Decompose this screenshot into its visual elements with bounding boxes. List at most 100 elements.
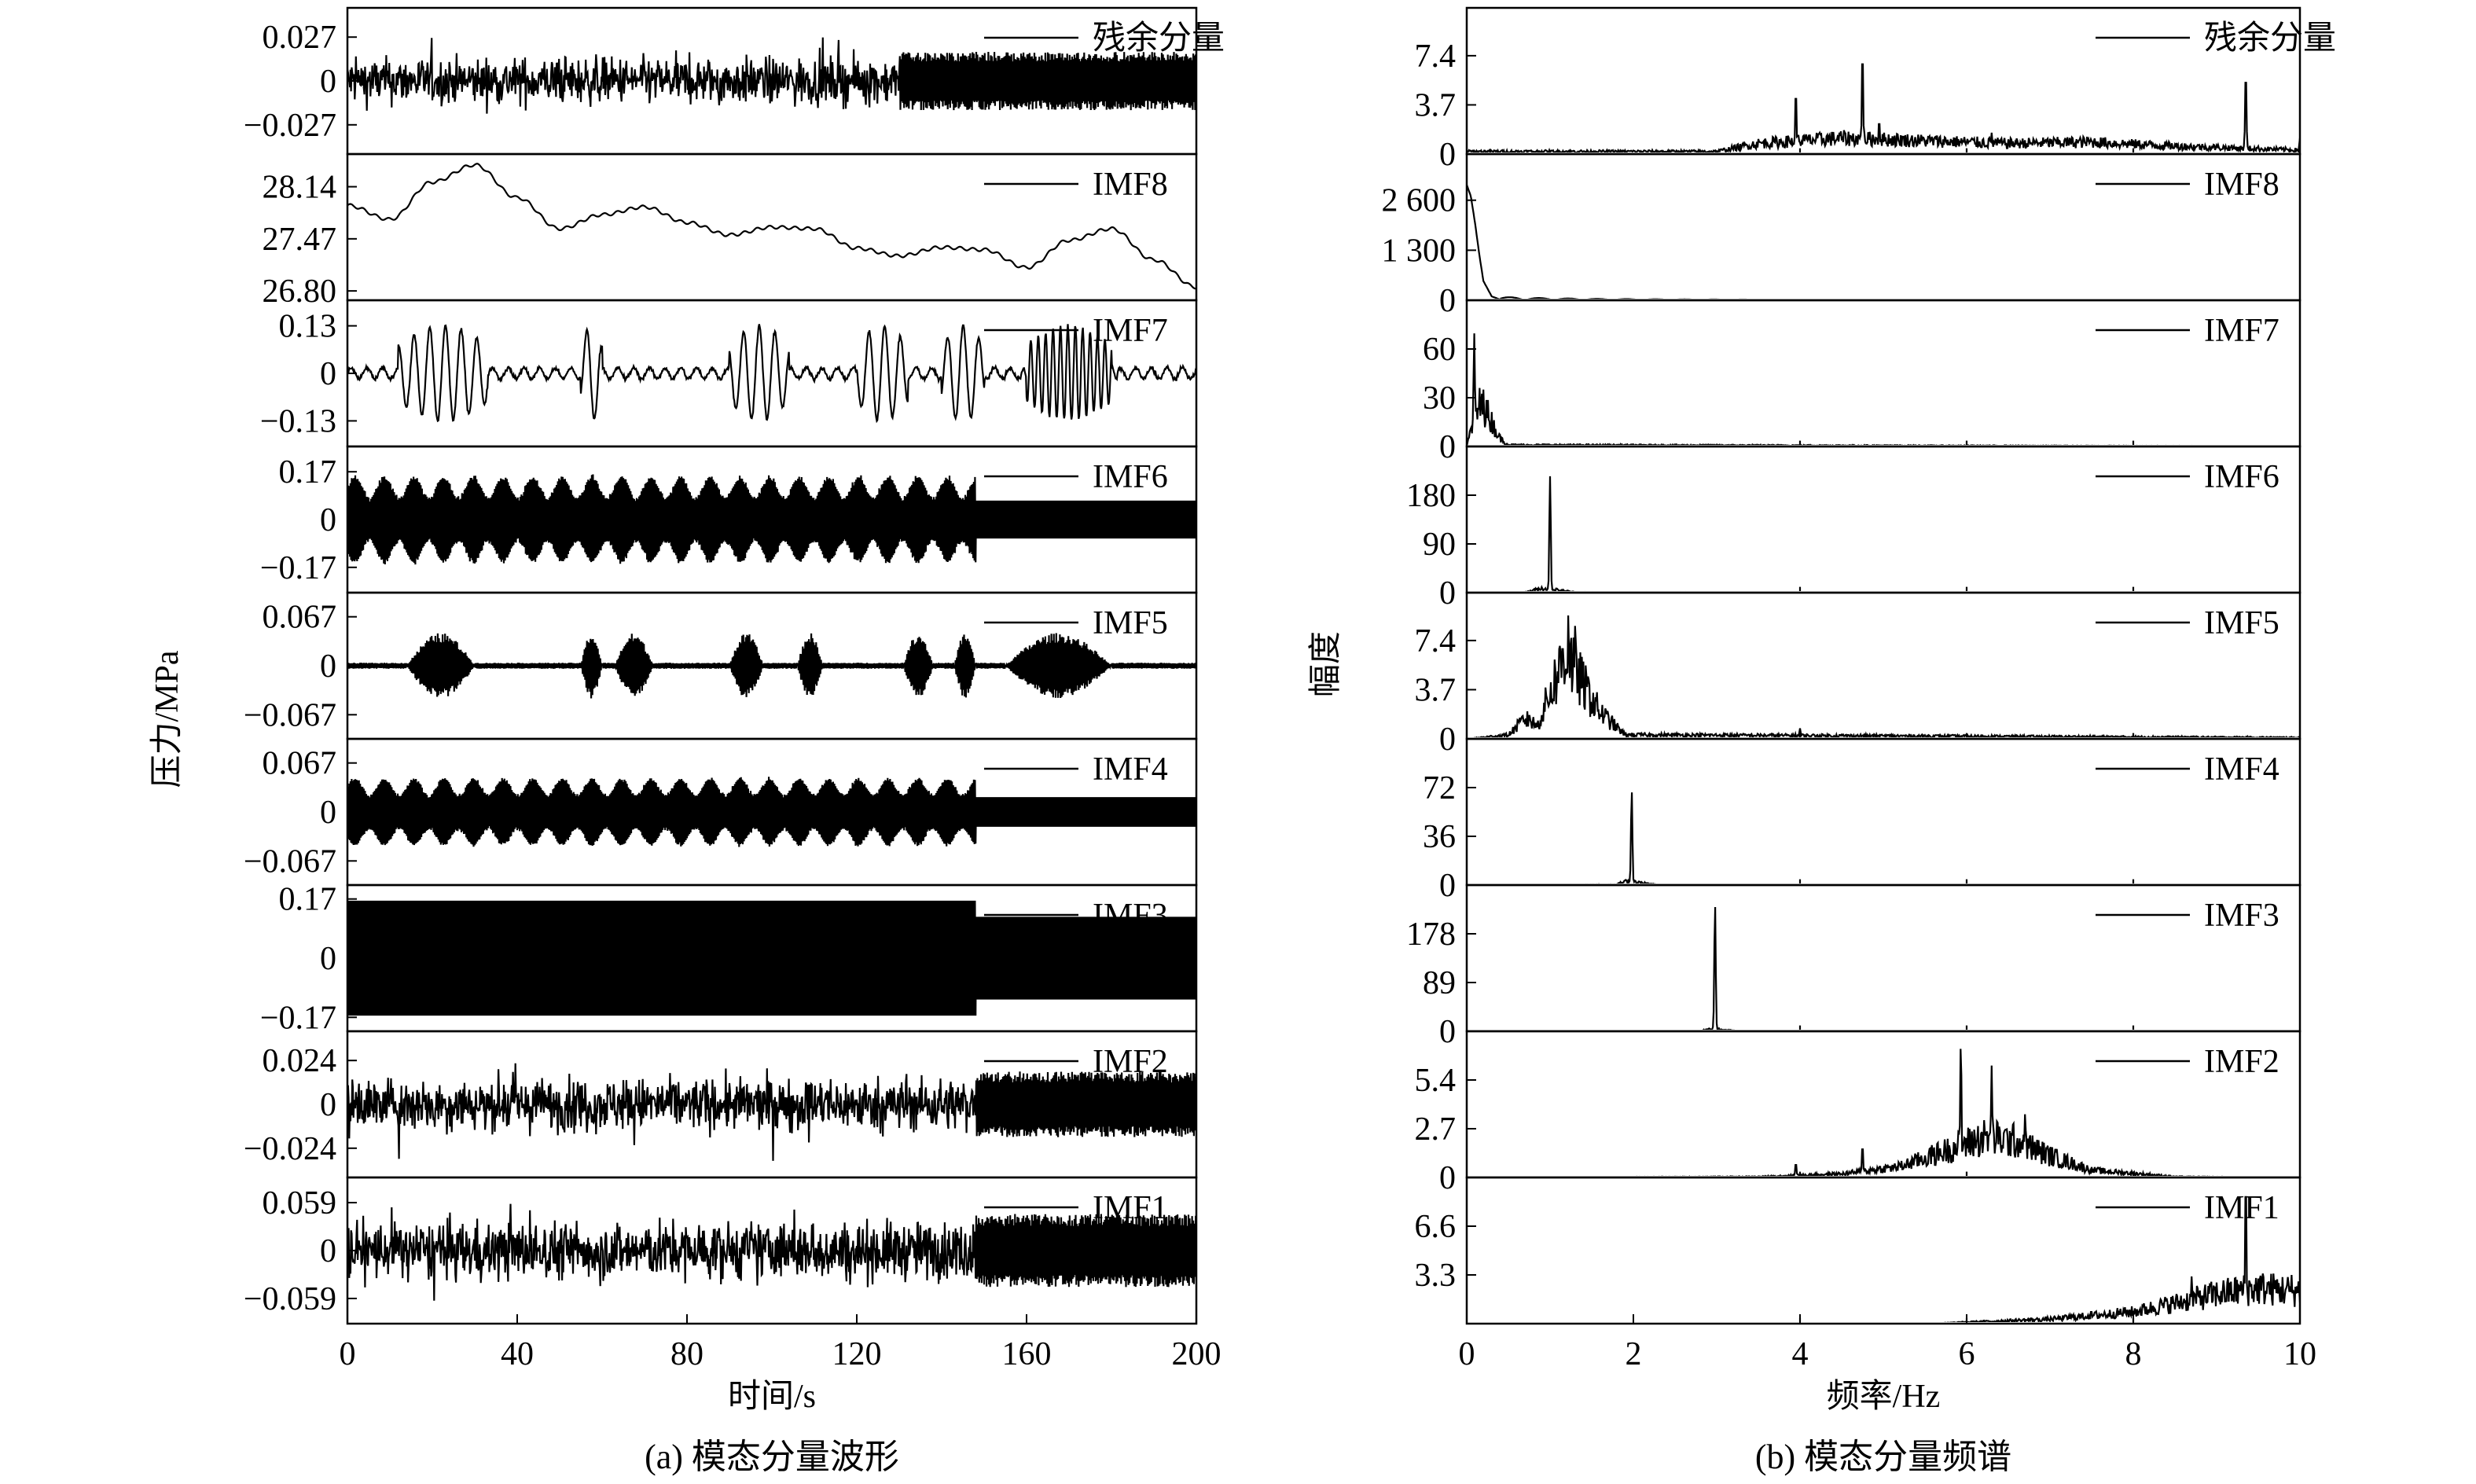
right-y-tick-label: 60 [1423, 332, 1456, 368]
right-panel-frame [1465, 591, 2302, 740]
right-y-tick-label: 2 600 [1382, 183, 1457, 219]
right-series-IMF8 [1467, 184, 1802, 299]
right-series-IMF2 [1629, 1049, 2232, 1176]
right-y-tick-label: 3.7 [1415, 672, 1457, 708]
right-x-tick-label: 10 [2283, 1336, 2316, 1372]
right-x-tick-label: 6 [1959, 1336, 1975, 1372]
right-panel-frame [1465, 445, 2302, 594]
right-series-IMF1 [1798, 1196, 2300, 1322]
right-series-IMF3 [1701, 906, 2135, 1030]
left-x-tick-label: 40 [501, 1336, 534, 1372]
right-panel-frame [1465, 1030, 2302, 1179]
left-series-IMF5 [347, 633, 1196, 699]
left-y-tick-label: 0.067 [263, 746, 337, 782]
left-panel-3: 0.17 0 −0.17 IMF6 [260, 445, 1198, 594]
right-y-tick-label: 5.4 [1415, 1063, 1457, 1099]
right-y-tick-label: 1 300 [1382, 233, 1457, 269]
right-legend-label: IMF4 [2204, 751, 2279, 788]
right-y-tick-label: 0 [1439, 575, 1456, 612]
right-panel-0: 7.4 3.7 0 残余分量 [1415, 6, 2336, 173]
right-y-tick-label: 7.4 [1415, 39, 1457, 75]
right-y-tick-label: 90 [1423, 527, 1456, 563]
left-legend-label: IMF8 [1093, 167, 1168, 203]
left-y-tick-label: 0 [320, 795, 336, 831]
left-y-tick-label: −0.024 [244, 1131, 336, 1167]
left-y-tick-label: 0.13 [279, 309, 337, 345]
left-y-tick-label: 0.17 [279, 882, 337, 918]
right-legend-label: IMF2 [2204, 1044, 2279, 1080]
right-y-tick-label: 0 [1439, 722, 1456, 758]
right-y-tick-label: 178 [1406, 916, 1456, 953]
right-x-tick-label: 4 [1792, 1336, 1809, 1372]
right-legend-label: IMF6 [2204, 459, 2279, 495]
left-series-IMF6 [347, 474, 1196, 565]
right-y-tick-label: 89 [1423, 965, 1456, 1001]
right-y-tick-label: 30 [1423, 380, 1456, 417]
right-y-tick-label: 0 [1439, 868, 1456, 904]
left-x-axis-label: 时间/s [728, 1379, 816, 1415]
left-series-IMF2 [347, 1063, 1196, 1161]
left-y-tick-label: 0 [320, 356, 336, 392]
left-legend-label: IMF5 [1093, 605, 1168, 641]
right-x-axis-label: 频率/Hz [1827, 1378, 1941, 1415]
right-y-tick-label: 180 [1406, 478, 1456, 514]
right-x-tick-label: 2 [1626, 1336, 1642, 1372]
right-y-axis-label: 幅度 [1308, 631, 1344, 697]
right-y-tick-label: 3.7 [1415, 87, 1457, 123]
right-y-tick-label: 0 [1439, 1160, 1456, 1196]
right-panel-3: 180 90 0 IMF6 [1406, 445, 2302, 612]
right-panel-frame [1465, 883, 2302, 1033]
right-legend-label: IMF1 [2204, 1190, 2279, 1226]
left-y-axis-label: 压力/MPa [149, 650, 186, 788]
right-panel-2: 60 30 0 IMF7 [1423, 299, 2302, 465]
right-y-tick-label: 2.7 [1415, 1111, 1457, 1148]
right-panel-frame [1465, 737, 2302, 887]
right-x-tick-label: 0 [1459, 1336, 1475, 1372]
left-panel-5: 0.067 0 −0.067 IMF4 [244, 737, 1198, 887]
left-y-tick-label: −0.17 [260, 1000, 336, 1036]
left-chart-waveforms: 0.027 0 −0.027 残余分量 28.14 27.47 26.80 IMF8 0.13 0… [244, 6, 1225, 1372]
right-y-tick-label: 7.4 [1415, 623, 1457, 659]
left-y-tick-label: −0.067 [244, 843, 336, 880]
right-y-tick-label: 6.6 [1415, 1209, 1457, 1245]
left-x-tick-label: 120 [832, 1336, 882, 1372]
right-legend-label: IMF3 [2204, 898, 2279, 934]
right-panel-7: 5.4 2.7 0 IMF2 [1415, 1030, 2302, 1196]
left-y-tick-label: 0 [320, 941, 336, 977]
right-x-tick-label: 8 [2125, 1336, 2142, 1372]
left-y-tick-label: 0.027 [263, 20, 337, 56]
right-y-tick-label: 0 [1439, 429, 1456, 465]
right-panel-6: 178 89 0 IMF3 [1406, 883, 2302, 1050]
right-legend-label: 残余分量 [2204, 20, 2336, 57]
right-panel-4: 7.4 3.7 0 IMF5 [1415, 591, 2302, 758]
right-panel-frame [1465, 1176, 2302, 1325]
left-y-tick-label: 0.024 [263, 1043, 337, 1079]
right-y-tick-label: 0 [1439, 137, 1456, 173]
right-y-tick-label: 0 [1439, 283, 1456, 319]
left-y-tick-label: −0.13 [260, 403, 336, 439]
right-series-残余分量 [1467, 63, 2300, 152]
left-panel-0: 0.027 0 −0.027 残余分量 [244, 6, 1225, 156]
left-series-残余分量 [347, 37, 1196, 114]
right-series-IMF7 [1467, 333, 2216, 445]
left-y-tick-label: 0.059 [263, 1185, 337, 1221]
left-y-tick-label: −0.17 [260, 550, 336, 586]
left-x-tick-label: 200 [1172, 1336, 1221, 1372]
right-series-IMF6 [1510, 476, 2135, 591]
right-legend-label: IMF7 [2204, 313, 2279, 349]
left-legend-label: IMF4 [1093, 751, 1168, 788]
right-panel-frame [1465, 6, 2302, 156]
right-y-tick-label: 3.3 [1415, 1258, 1457, 1294]
left-y-tick-label: 26.80 [263, 274, 337, 310]
left-x-tick-label: 80 [670, 1336, 703, 1372]
left-y-tick-label: 0 [320, 648, 336, 685]
left-panel-4: 0.067 0 −0.067 IMF5 [244, 591, 1198, 740]
right-y-tick-label: 0 [1439, 1014, 1456, 1050]
right-panel-frame [1465, 152, 2302, 302]
left-y-tick-label: 0.17 [279, 454, 337, 490]
right-legend-label: IMF5 [2204, 605, 2279, 641]
